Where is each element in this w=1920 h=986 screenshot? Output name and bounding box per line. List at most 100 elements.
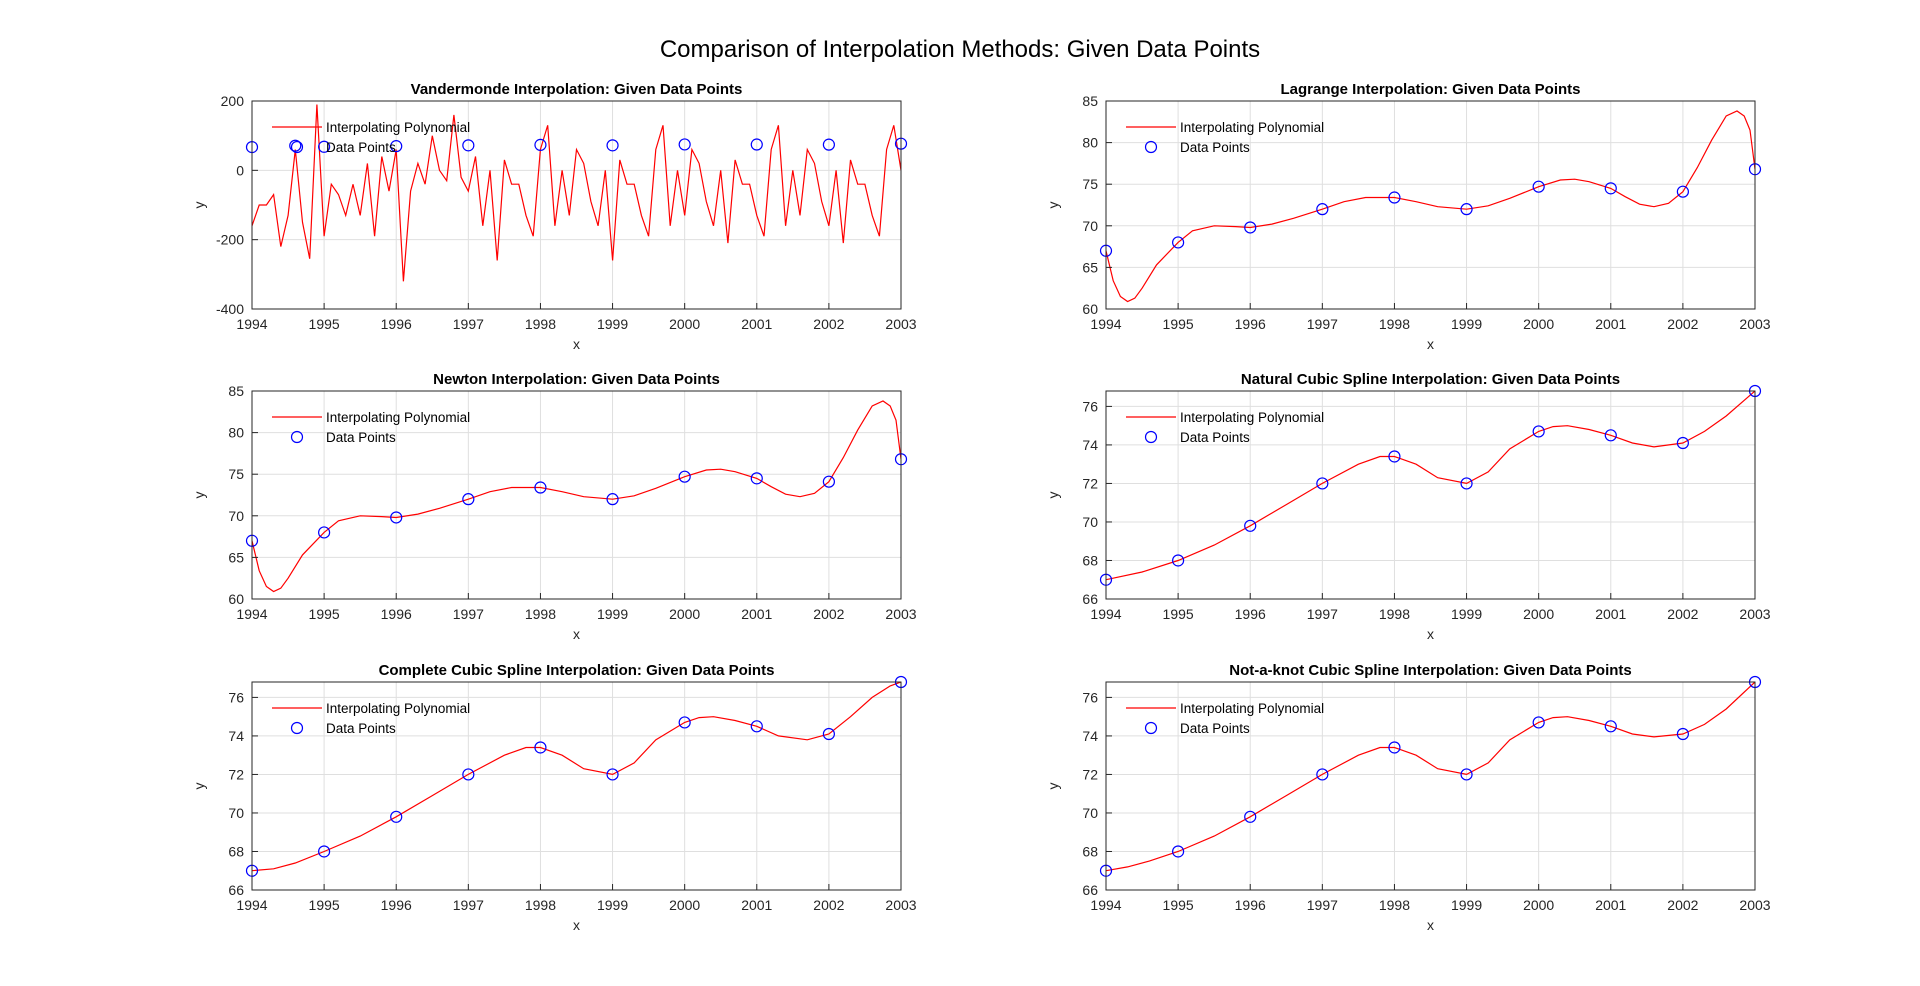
- subplot-title: Vandermonde Interpolation: Given Data Po…: [411, 81, 743, 98]
- data-point-marker: [1316, 203, 1329, 216]
- y-axis-label: y: [191, 492, 207, 499]
- axes-box: [251, 100, 902, 310]
- plot-area: [1106, 682, 1755, 890]
- y-axis-label: y: [1045, 783, 1061, 790]
- x-tick-label: 2003: [1739, 316, 1770, 332]
- legend-label-curve: Interpolating Polynomial: [1180, 410, 1324, 425]
- data-point-marker: [678, 470, 691, 483]
- plot-area: [252, 682, 901, 890]
- y-tick-label: 65: [228, 549, 244, 565]
- legend-label-curve: Interpolating Polynomial: [326, 410, 470, 425]
- x-tick-label: 2003: [885, 897, 916, 913]
- data-point-marker: [1604, 182, 1617, 195]
- legend-label-curve: Interpolating Polynomial: [1180, 120, 1324, 135]
- x-axis-label: x: [1427, 336, 1434, 352]
- y-tick-label: -200: [216, 232, 244, 248]
- data-point-marker: [1244, 519, 1257, 532]
- legend: Interpolating Polynomial Data Points: [272, 410, 470, 445]
- x-tick-label: 1994: [236, 897, 267, 913]
- x-tick-label: 1996: [1235, 897, 1266, 913]
- x-tick-label: 1997: [1307, 606, 1338, 622]
- data-point-marker: [1388, 191, 1401, 204]
- x-tick-label: 1994: [236, 606, 267, 622]
- x-tick-label: 2000: [669, 606, 700, 622]
- subplot-title: Newton Interpolation: Given Data Points: [433, 371, 720, 388]
- subplot-title: Complete Cubic Spline Interpolation: Giv…: [379, 662, 775, 679]
- data-point-marker: [318, 526, 331, 539]
- interpolating-curve: [1106, 110, 1755, 303]
- x-tick-label: 1997: [453, 897, 484, 913]
- legend: Interpolating Polynomial Data Points: [272, 701, 470, 736]
- data-point-marker: [1388, 741, 1401, 754]
- x-tick-label: 1996: [381, 606, 412, 622]
- x-tick-label: 2003: [885, 316, 916, 332]
- x-tick-label: 1995: [309, 606, 340, 622]
- x-tick-label: 2000: [669, 316, 700, 332]
- data-point-marker: [1316, 477, 1329, 490]
- y-tick-label: 80: [228, 425, 244, 441]
- data-point-marker: [534, 741, 547, 754]
- data-point-marker: [1676, 185, 1689, 198]
- interpolating-curve: [1106, 391, 1755, 581]
- data-point-marker: [1460, 477, 1473, 490]
- x-tick-label: 1994: [1090, 316, 1121, 332]
- plot-area: [252, 101, 901, 309]
- data-point-marker: [1244, 221, 1257, 234]
- y-tick-label: 70: [228, 508, 244, 524]
- data-point-marker: [390, 511, 403, 524]
- x-tick-label: 1996: [381, 316, 412, 332]
- subplot-title: Lagrange Interpolation: Given Data Point…: [1280, 81, 1580, 98]
- interpolating-curve: [252, 104, 901, 282]
- data-point-marker: [1460, 768, 1473, 781]
- data-point-marker: [1604, 720, 1617, 733]
- legend-label-curve: Interpolating Polynomial: [326, 120, 470, 135]
- data-point-marker: [1532, 425, 1545, 438]
- data-point-marker: [462, 139, 475, 152]
- subplot-title: Natural Cubic Spline Interpolation: Give…: [1241, 371, 1620, 388]
- y-tick-label: 75: [228, 466, 244, 482]
- y-tick-label: 68: [228, 843, 244, 859]
- legend-marker-swatch: [290, 140, 304, 154]
- y-tick-label: 80: [1082, 135, 1098, 151]
- x-tick-label: 1996: [381, 897, 412, 913]
- x-tick-label: 1998: [1379, 897, 1410, 913]
- x-tick-label: 1996: [1235, 316, 1266, 332]
- x-tick-label: 1997: [453, 316, 484, 332]
- interpolating-curve: [1106, 682, 1755, 872]
- x-tick-label: 1994: [1090, 606, 1121, 622]
- data-point-marker: [1244, 810, 1257, 823]
- interpolating-curve: [252, 400, 901, 593]
- x-tick-label: 2003: [1739, 897, 1770, 913]
- data-point-marker: [1172, 845, 1185, 858]
- x-tick-label: 1999: [1451, 606, 1482, 622]
- x-axis-label: x: [1427, 626, 1434, 642]
- x-tick-label: 1999: [1451, 897, 1482, 913]
- x-tick-label: 2001: [1595, 606, 1626, 622]
- data-point-marker: [750, 720, 763, 733]
- x-tick-label: 1998: [525, 606, 556, 622]
- data-point-marker: [1532, 180, 1545, 193]
- data-point-marker: [534, 481, 547, 494]
- data-point-marker: [606, 493, 619, 506]
- x-tick-label: 1995: [1163, 897, 1194, 913]
- x-tick-label: 2001: [1595, 897, 1626, 913]
- data-point-marker: [822, 138, 835, 151]
- data-point-marker: [606, 768, 619, 781]
- y-tick-label: 85: [1082, 93, 1098, 109]
- data-point-marker: [750, 138, 763, 151]
- legend-label-points: Data Points: [1180, 140, 1250, 155]
- y-tick-label: 70: [1082, 514, 1098, 530]
- subplot-3: 1994 1995 1996 1997 1998 1999 2000 2001 2002 2003…: [191, 371, 917, 642]
- y-axis-label: y: [191, 202, 207, 209]
- subplot-4: 1994 1995 1996 1997 1998 1999 2000 2001 2002 2003…: [1045, 371, 1771, 642]
- x-tick-label: 1998: [1379, 606, 1410, 622]
- x-tick-label: 2003: [1739, 606, 1770, 622]
- data-point-marker: [678, 138, 691, 151]
- x-tick-label: 1995: [309, 316, 340, 332]
- legend-marker-swatch: [290, 721, 304, 735]
- x-tick-label: 1999: [1451, 316, 1482, 332]
- x-tick-label: 1995: [1163, 606, 1194, 622]
- y-tick-label: 74: [1082, 437, 1098, 453]
- y-tick-label: 75: [1082, 176, 1098, 192]
- data-point-marker: [1316, 768, 1329, 781]
